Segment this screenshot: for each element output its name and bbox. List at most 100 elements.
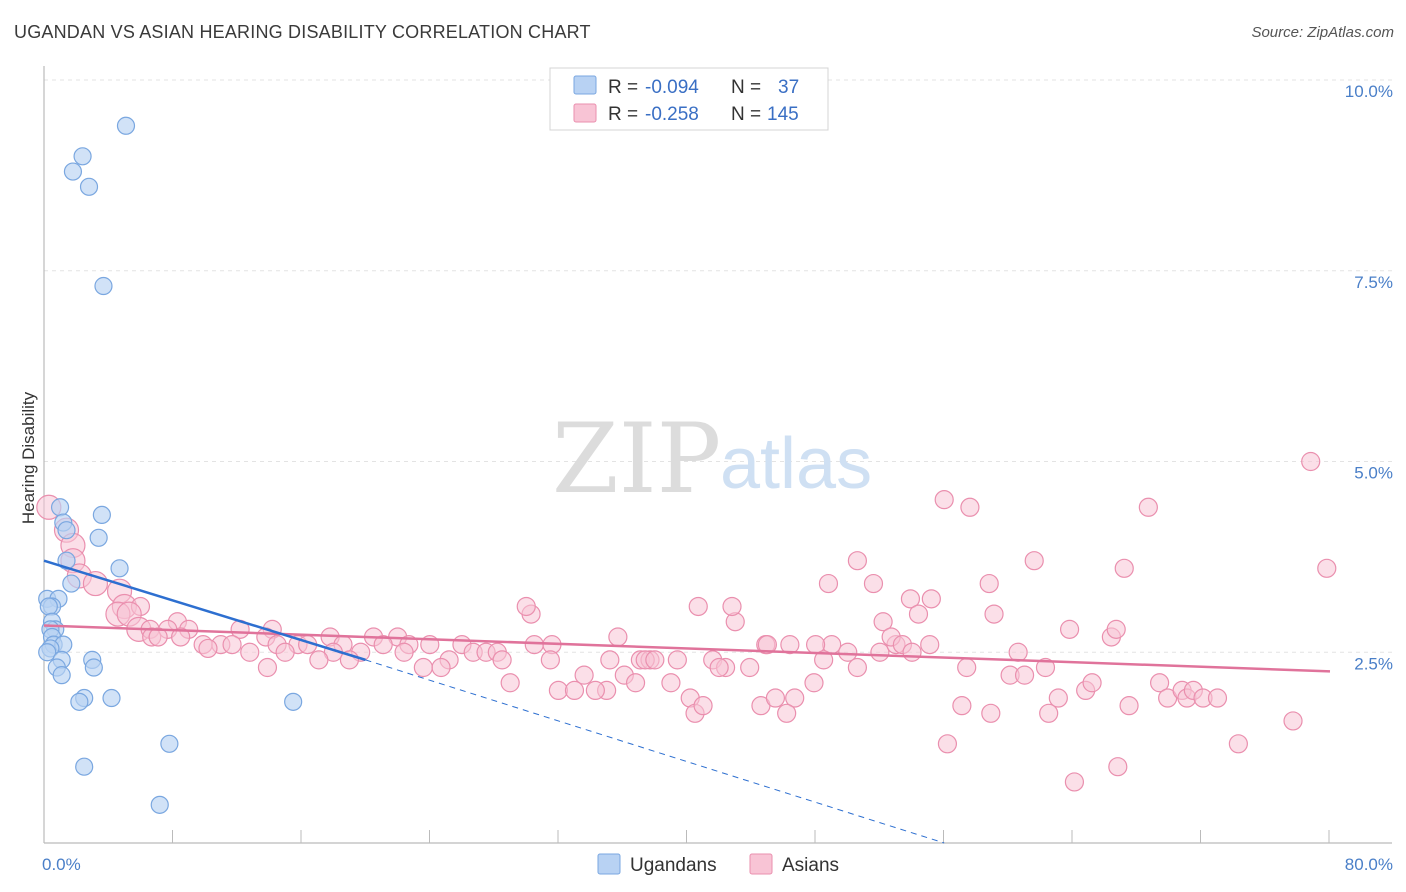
asians-point-65	[661, 673, 681, 693]
asians-point-101	[957, 657, 977, 678]
asians-point-104	[1008, 642, 1028, 662]
ugandans-point-9	[89, 528, 108, 547]
ugandans-point-2	[63, 162, 83, 181]
legend-r-value-asians: -0.258	[645, 104, 699, 125]
asians-point-132	[1108, 757, 1128, 777]
legend-swatch-ugandans	[573, 75, 597, 95]
asians-point-107	[1035, 657, 1056, 678]
asians-point-109	[1059, 619, 1080, 639]
watermark-zip: ZIP	[552, 403, 721, 515]
asians-point-82	[693, 696, 713, 716]
asians-point-52	[413, 657, 433, 678]
ugandans-point-3	[79, 177, 99, 196]
asians-point-106	[1024, 551, 1044, 571]
ugandans-point-12	[62, 574, 81, 593]
asians-point-99	[984, 604, 1004, 624]
asians-point-88	[847, 551, 867, 571]
ugandans-point-10	[57, 551, 76, 570]
asians-point-92	[900, 589, 921, 609]
asians-point-123	[1207, 688, 1228, 708]
asians-point-72	[780, 635, 800, 655]
asians-point-141	[709, 657, 729, 678]
ugandans-point-28	[84, 658, 103, 677]
asians-point-44	[524, 635, 544, 655]
ugandans-point-24	[38, 643, 57, 662]
asians-point-127	[1317, 558, 1337, 578]
asians-point-87	[818, 573, 839, 594]
asians-point-77	[870, 642, 890, 662]
asians-point-102	[952, 696, 972, 716]
legend-n-value-asians: 145	[767, 104, 799, 125]
asians-point-144	[516, 596, 536, 617]
ugandans-point-4	[94, 276, 113, 296]
trend-lines	[43, 559, 1331, 844]
ugandans-point-34	[160, 734, 179, 753]
asians-point-125	[1283, 711, 1303, 731]
asians-point-108	[1048, 688, 1068, 708]
asians-point-133	[902, 642, 922, 662]
asians-point-140	[645, 650, 665, 670]
x-tick-labels: 0.0% 80.0%	[42, 855, 1393, 874]
ugandans-point-0	[116, 116, 136, 135]
ugandans-point-32	[70, 692, 89, 711]
asians-point-124	[1228, 734, 1248, 754]
asians-point-84	[765, 688, 786, 708]
asians-point-138	[688, 596, 708, 617]
ugandans-points	[38, 116, 303, 814]
asians-point-142	[625, 673, 646, 693]
asians-point-111	[1082, 673, 1102, 693]
asians-point-70	[740, 657, 760, 678]
asians-point-116	[1138, 497, 1158, 517]
asians-point-89	[863, 573, 884, 594]
bottom-legend: Ugandans Asians	[597, 853, 839, 876]
asians-point-46	[309, 650, 329, 670]
asians-point-60	[548, 680, 569, 701]
ugandans-point-31	[102, 688, 121, 708]
asians-point-40	[394, 642, 414, 662]
watermark: ZIP atlas	[552, 403, 872, 515]
ugandans-point-8	[57, 521, 76, 540]
grid-layer	[44, 79, 1392, 653]
legend-swatch-asians	[573, 103, 597, 123]
chart-title: UGANDAN VS ASIAN HEARING DISABILITY CORR…	[14, 22, 591, 42]
asians-point-50	[275, 642, 295, 662]
ugandans-point-1	[73, 147, 92, 166]
asians-point-95	[921, 589, 941, 609]
y-tick-label-2: 7.5%	[1354, 273, 1393, 292]
asians-point-131	[1064, 772, 1085, 792]
watermark-atlas: atlas	[720, 424, 872, 504]
asians-point-76	[847, 657, 867, 678]
asians-point-114	[1114, 558, 1134, 578]
ugandans-point-33	[284, 692, 303, 711]
asians-trend-line	[43, 624, 1331, 673]
asians-point-100	[920, 635, 940, 655]
ugandans-point-16	[39, 597, 58, 616]
asians-point-130	[1039, 703, 1059, 723]
top-legend: R = -0.094 N = 37 R = -0.258 N = 145	[549, 67, 829, 131]
asians-point-66	[564, 680, 585, 701]
asians-point-59	[500, 673, 520, 693]
asians-point-55	[600, 650, 620, 670]
asians-point-137	[722, 596, 742, 617]
asians-point-139	[608, 627, 628, 647]
asians-point-86	[777, 703, 797, 723]
asians-point-36	[198, 638, 218, 659]
asians-point-75	[838, 642, 858, 662]
asians-point-53	[431, 657, 451, 678]
asians-point-49	[492, 650, 512, 670]
y-tick-label-3: 10.0%	[1345, 82, 1393, 101]
asians-point-97	[960, 497, 980, 517]
source-label: Source: ZipAtlas.com	[1251, 24, 1394, 41]
asians-point-129	[981, 703, 1001, 723]
asians-point-54	[540, 650, 560, 670]
y-axis-label: Hearing Disability	[19, 391, 38, 524]
y-tick-label-0: 2.5%	[1354, 654, 1393, 673]
asians-point-73	[804, 673, 824, 693]
asians-point-85	[785, 688, 805, 708]
ugandans-point-6	[92, 505, 111, 525]
ugandans-trend-extension	[365, 659, 945, 844]
legend-r-label-asians: R =	[608, 104, 638, 125]
asians-point-61	[574, 665, 594, 685]
asians-point-37	[240, 642, 260, 662]
